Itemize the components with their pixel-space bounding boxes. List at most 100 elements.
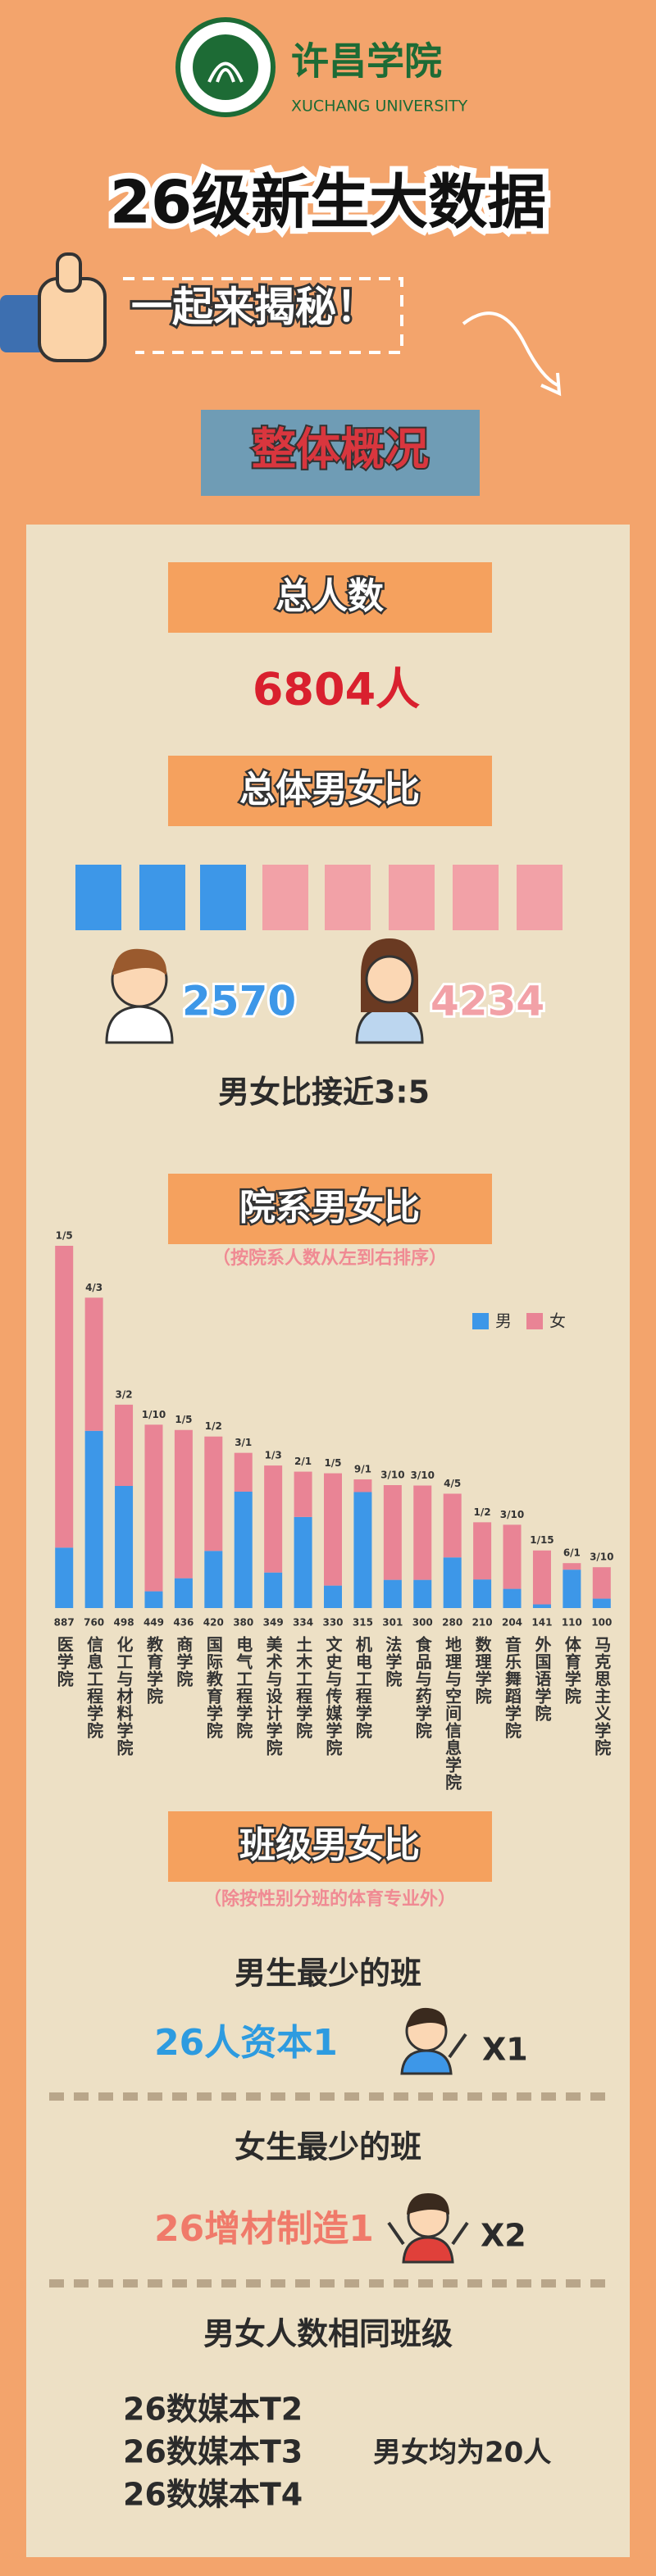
total-label: 436: [173, 1617, 194, 1629]
bar-segment: [84, 1430, 103, 1608]
female-count: 4234: [430, 978, 544, 1025]
ratio-label: 1/3: [265, 1450, 282, 1461]
ratio-label: 3/10: [380, 1470, 404, 1481]
class-count: X1: [482, 2032, 528, 2068]
bar-segment: [174, 1429, 193, 1579]
bar-segment: [473, 1522, 492, 1580]
category-label: 食品与药学院: [412, 1635, 432, 1739]
bar-segment: [204, 1551, 223, 1608]
category-label: 商学院: [174, 1635, 194, 1688]
item-title: 男女人数相同班级: [203, 2316, 453, 2352]
bar-segment: [413, 1579, 432, 1608]
total-label: 449: [144, 1617, 164, 1629]
total-count: 6804人: [253, 664, 420, 716]
total-label: 280: [442, 1617, 462, 1629]
ratio-label: 1/2: [474, 1506, 491, 1518]
bar-segment: [532, 1550, 551, 1605]
bar-segment: [204, 1436, 223, 1552]
section-box: [201, 410, 480, 496]
logo-subtitle: XUCHANG UNIVERSITY: [291, 98, 468, 116]
category-label: 马克思主义学院: [592, 1636, 612, 1756]
total-label: 141: [531, 1617, 552, 1629]
total-label: 887: [54, 1617, 75, 1629]
legend-label: 女: [549, 1311, 566, 1331]
total-label: 210: [472, 1617, 493, 1629]
ratio-label: 6/1: [563, 1547, 581, 1559]
girl-icon: [355, 938, 424, 1044]
bar-segment: [503, 1588, 522, 1608]
ratio-label: 9/1: [354, 1464, 371, 1475]
header-box: [168, 562, 492, 633]
bar-segment: [84, 1297, 103, 1431]
bar-segment: [264, 1572, 283, 1608]
category-label: 文史与传媒学院: [323, 1635, 343, 1756]
bar-segment: [503, 1524, 522, 1589]
arrow: [462, 311, 558, 387]
bar-segment: [115, 1404, 134, 1487]
category-label: 医学院: [54, 1636, 74, 1688]
total-label: 760: [84, 1617, 104, 1629]
bar-segment: [443, 1493, 462, 1558]
class-name: 26增材制造1: [154, 2208, 374, 2250]
ratio-label: 1/15: [530, 1534, 554, 1546]
category-label: 教育学院: [144, 1635, 163, 1705]
header-title: 总体男女比: [239, 769, 420, 811]
category-label: 体育学院: [562, 1635, 581, 1705]
ratio-label: 1/5: [175, 1414, 192, 1425]
boy-icon: [105, 948, 174, 1044]
bar-segment: [144, 1591, 163, 1608]
bar-segment: [353, 1479, 372, 1492]
class-count: X2: [481, 2218, 526, 2254]
class-name: 26数媒本T2: [123, 2392, 303, 2428]
category-label: 信息工程学院: [84, 1635, 104, 1739]
bar-segment: [473, 1579, 492, 1608]
category-label: 电气工程学院: [234, 1636, 253, 1739]
category-label: 化工与材料学院: [114, 1635, 134, 1756]
ratio-note: 男女比接近3:5: [218, 1074, 430, 1111]
category-label: 国际教育学院: [203, 1636, 223, 1739]
bar-segment: [592, 1598, 611, 1608]
legend-swatch: [526, 1313, 543, 1329]
total-label: 204: [502, 1617, 522, 1629]
bar-segment: [413, 1485, 432, 1580]
ratio-label: 3/10: [411, 1470, 435, 1481]
total-label: 301: [382, 1617, 403, 1629]
bar-segment: [294, 1471, 312, 1517]
class-name: 26数媒本T4: [123, 2477, 303, 2513]
bar-segment: [532, 1604, 551, 1608]
bar-segment: [563, 1570, 581, 1608]
bar-segment: [443, 1557, 462, 1608]
ratio-label: 4/5: [444, 1478, 461, 1489]
total-label: 380: [233, 1617, 253, 1629]
equal-note: 男女均为20人: [373, 2437, 551, 2469]
bar-segment: [592, 1567, 611, 1599]
total-label: 100: [591, 1617, 612, 1629]
header-title: 总人数: [276, 575, 384, 617]
bar-segment: [264, 1465, 283, 1573]
logo-name: 许昌学院: [291, 39, 442, 84]
category-label: 地理与空间信息学院: [443, 1636, 462, 1791]
ratio-label: 1/2: [205, 1420, 222, 1432]
bar-segment: [353, 1492, 372, 1608]
legend-label: 男: [495, 1311, 512, 1331]
header-box: [168, 756, 492, 826]
ratio-label: 1/10: [142, 1409, 166, 1420]
item-title: 女生最少的班: [235, 2129, 421, 2165]
ratio-label: 3/10: [500, 1509, 524, 1520]
category-label: 机电工程学院: [353, 1635, 372, 1739]
ratio-label: 3/1: [235, 1437, 252, 1448]
category-label: 土木工程学院: [294, 1636, 313, 1739]
ratio-label: 2/1: [294, 1456, 312, 1467]
bar-segment: [383, 1485, 402, 1580]
ratio-label: 4/3: [85, 1282, 102, 1293]
bar-segment: [234, 1491, 253, 1608]
section-subtitle: （按院系人数从左到右排序）: [212, 1247, 447, 1269]
bar-segment: [234, 1452, 253, 1492]
bar-segment: [55, 1547, 74, 1608]
thumb-icon: [0, 252, 107, 362]
bar-segment: [324, 1473, 342, 1586]
arrow-head: [540, 372, 562, 397]
male-count: 2570: [182, 978, 296, 1025]
bar-segment: [115, 1486, 134, 1608]
